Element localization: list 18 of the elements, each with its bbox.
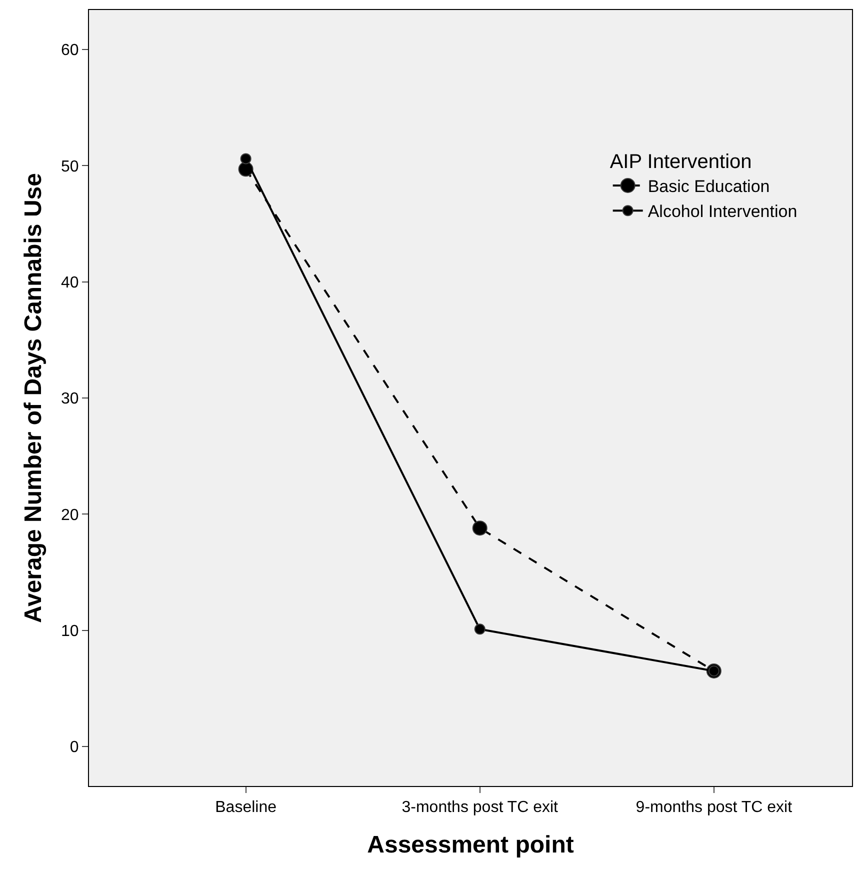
y-tick-label: 0: [70, 739, 79, 756]
x-tick-label: 9-months post TC exit: [636, 799, 793, 816]
x-tick-label: 3-months post TC exit: [402, 799, 559, 816]
y-tick-label: 50: [61, 158, 79, 176]
legend-label: Basic Education: [648, 177, 770, 196]
y-tick-label: 20: [61, 506, 79, 524]
legend-label: Alcohol Intervention: [648, 202, 798, 222]
y-tick-label: 40: [61, 274, 79, 292]
point: [240, 153, 252, 164]
y-tick-label: 60: [61, 42, 79, 60]
point: [474, 624, 486, 635]
legend-title: AIP Intervention: [610, 150, 752, 173]
y-axis-title: Average Number of Days Cannabis Use: [20, 173, 48, 623]
y-tick-label: 10: [61, 622, 79, 640]
x-axis-title: Assessment point: [367, 832, 574, 858]
x-tick-label: Baseline: [215, 799, 277, 816]
point: [472, 520, 488, 536]
y-tick-label: 30: [61, 390, 79, 408]
